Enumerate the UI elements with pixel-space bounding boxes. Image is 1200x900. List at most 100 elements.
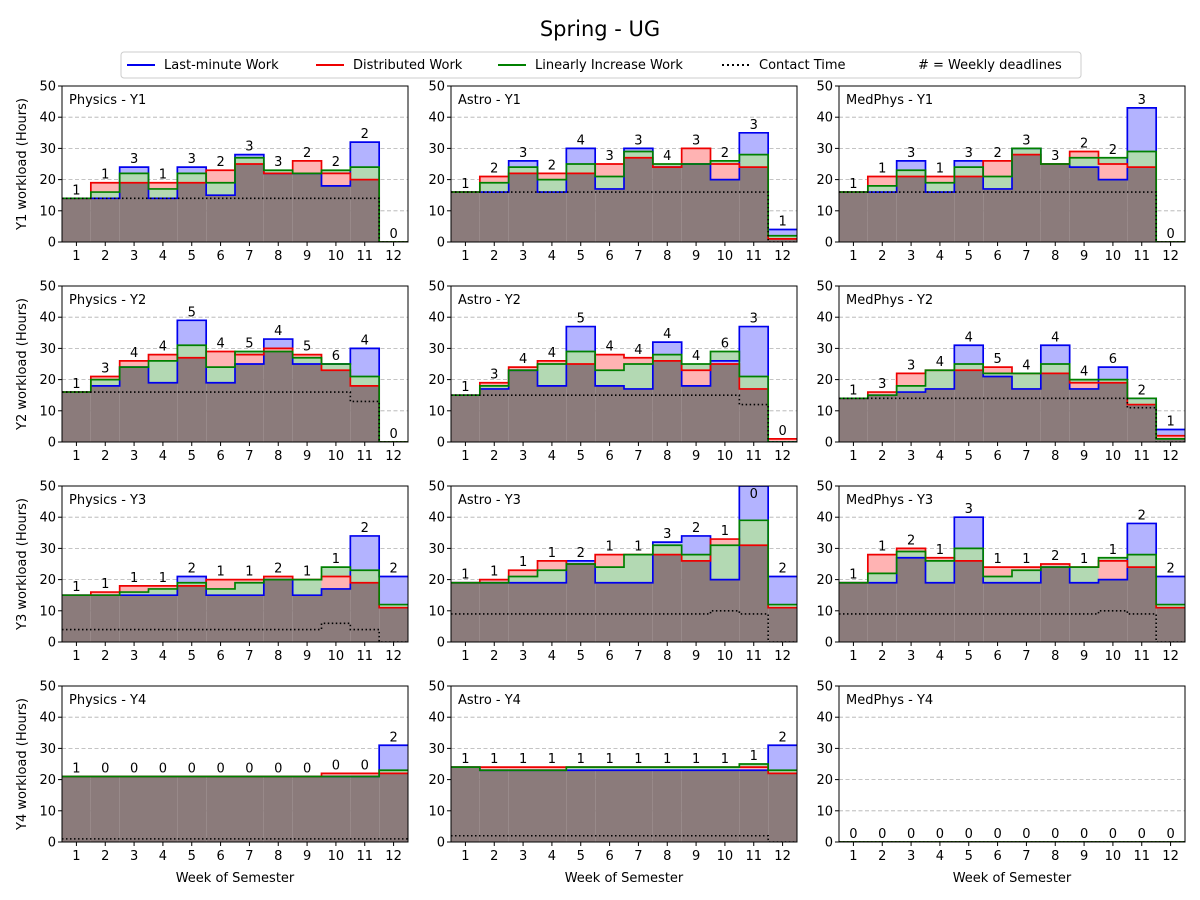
deadline-label: 1 [849, 568, 857, 583]
deadline-label: 4 [216, 337, 224, 352]
linear-fill [508, 167, 538, 174]
overlap-fill [896, 557, 926, 642]
x-tick-label: 9 [692, 249, 700, 264]
y-tick-label: 40 [39, 311, 56, 326]
linear-fill [1012, 148, 1041, 155]
deadline-label: 2 [361, 127, 369, 142]
linear-fill [537, 179, 567, 193]
y-tick-label: 50 [39, 480, 56, 495]
overlap-fill [739, 167, 769, 242]
overlap-fill [479, 770, 509, 842]
y-tick-label: 0 [437, 636, 445, 651]
x-tick-label: 8 [663, 849, 671, 864]
linear-fill [1012, 373, 1041, 389]
linear-fill [768, 604, 797, 608]
x-tick-label: 7 [245, 249, 253, 264]
linear-fill [896, 385, 926, 393]
plot-area [839, 106, 1185, 242]
deadline-label: 1 [663, 752, 671, 767]
deadline-label: 3 [634, 133, 642, 148]
x-tick-label: 5 [188, 449, 196, 464]
x-tick-label: 2 [490, 249, 498, 264]
deadline-label: 1 [72, 580, 80, 595]
overlap-fill [1127, 567, 1157, 642]
deadline-label: 3 [692, 133, 700, 148]
overlap-fill [710, 770, 740, 842]
deadline-label: 3 [188, 152, 196, 167]
deadline-label: 0 [130, 761, 138, 776]
x-tick-label: 5 [188, 649, 196, 664]
deadline-label: 0 [1138, 827, 1146, 842]
linear-fill [90, 192, 120, 199]
deadline-label: 6 [332, 349, 340, 364]
x-tick-label: 9 [1080, 649, 1088, 664]
x-tick-label: 11 [1133, 449, 1150, 464]
deadline-label: 0 [1166, 827, 1174, 842]
deadline-label: 2 [548, 158, 556, 173]
distributed-fill [90, 592, 120, 596]
x-tick-label: 10 [1105, 249, 1122, 264]
overlap-fill [896, 176, 926, 242]
panel-title: Physics - Y1 [69, 93, 146, 108]
x-tick-label: 8 [1051, 249, 1059, 264]
x-tick-label: 8 [663, 249, 671, 264]
x-tick-label: 11 [356, 449, 373, 464]
y-tick-label: 50 [816, 280, 833, 295]
plot-area [451, 131, 797, 242]
x-tick-label: 10 [328, 649, 345, 664]
deadline-label: 1 [878, 161, 886, 176]
linear-fill [90, 379, 120, 386]
distributed-fill [867, 392, 897, 396]
x-tick-label: 4 [159, 249, 167, 264]
overlap-fill [925, 192, 955, 242]
overlap-fill [954, 370, 984, 442]
contact-time-line [62, 622, 408, 642]
x-tick-label: 12 [1162, 249, 1179, 264]
linear-fill [867, 185, 897, 193]
x-tick-label: 4 [936, 449, 944, 464]
x-tick-label: 3 [907, 849, 915, 864]
x-tick-label: 1 [461, 249, 469, 264]
last-minute-fill [710, 360, 740, 364]
y-tick-label: 20 [428, 173, 445, 188]
deadline-label: 1 [878, 540, 886, 555]
deadline-label: 2 [389, 730, 397, 745]
y-tick-label: 50 [428, 680, 445, 695]
axes-frame [450, 485, 798, 643]
axes-frame [838, 85, 1186, 243]
deadline-label: 0 [159, 761, 167, 776]
panel-title: Physics - Y3 [69, 493, 146, 508]
x-tick-label: 12 [385, 649, 402, 664]
overlap-fill [206, 595, 235, 642]
linear-fill [1012, 570, 1041, 583]
x-tick-label: 1 [72, 249, 80, 264]
overlap-fill [235, 595, 264, 642]
x-tick-label: 7 [245, 849, 253, 864]
overlap-fill [263, 776, 293, 842]
linear-fill [177, 173, 207, 183]
x-tick-label: 3 [907, 649, 915, 664]
x-tick-label: 5 [965, 649, 973, 664]
deadline-label: 2 [721, 146, 729, 161]
overlap-fill [90, 776, 120, 842]
x-tick-label: 6 [993, 249, 1001, 264]
x-tick-label: 12 [774, 849, 791, 864]
deadline-label: 6 [1109, 352, 1117, 367]
distributed-fill [739, 767, 769, 771]
x-tick-label: 2 [490, 449, 498, 464]
deadline-label: 0 [965, 827, 973, 842]
overlap-fill [983, 188, 1012, 242]
overlap-fill [177, 776, 207, 842]
deadline-label: 1 [519, 555, 527, 570]
linear-line [839, 363, 1185, 440]
y-tick-label: 10 [39, 604, 56, 619]
deadline-label: 1 [692, 752, 700, 767]
plot-area [451, 486, 797, 642]
axes-frame [61, 485, 409, 643]
deadline-label: 2 [389, 561, 397, 576]
x-tick-label: 4 [548, 649, 556, 664]
y-tick-label: 20 [428, 573, 445, 588]
x-tick-label: 11 [745, 449, 762, 464]
